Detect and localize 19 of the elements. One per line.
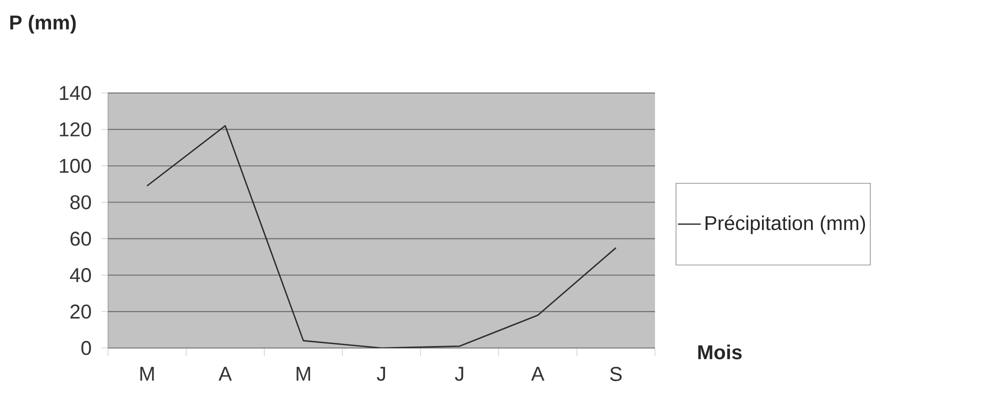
y-axis-title: P (mm) (10, 14, 76, 34)
x-tick-label: S (610, 366, 622, 382)
y-tick-label: 0 (81, 340, 91, 356)
y-tick-label: 120 (60, 122, 91, 136)
y-tick-label: 40 (70, 268, 91, 282)
y-tick-label: 60 (70, 232, 91, 246)
legend-label: Précipitation (mm) (706, 215, 865, 234)
x-tick-label: J (376, 366, 386, 381)
x-tick-label: M (296, 366, 310, 381)
x-axis-title: Mois (698, 344, 742, 360)
x-tick-label: A (531, 366, 544, 381)
x-tick-label: J (454, 366, 464, 381)
y-tick-label: 140 (60, 86, 91, 100)
x-tick-label: A (218, 366, 232, 381)
line-series (146, 125, 617, 348)
y-tick-label: 20 (70, 304, 91, 319)
x-tick-label: M (140, 366, 154, 381)
y-tick-label: 100 (60, 158, 91, 173)
y-tick-label: 80 (70, 195, 91, 210)
